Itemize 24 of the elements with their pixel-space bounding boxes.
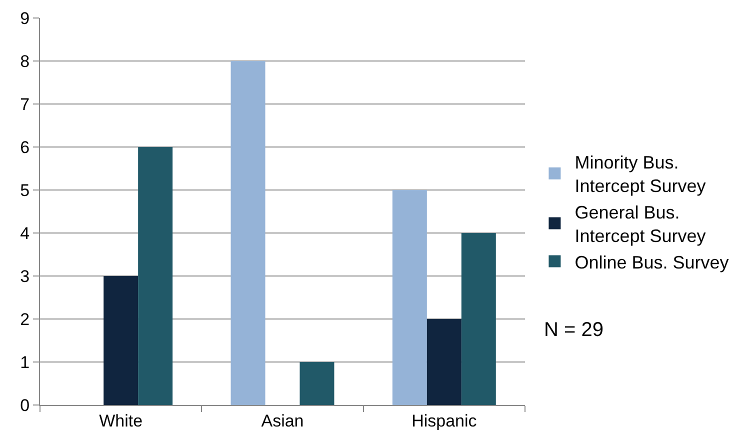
- y-tick-label: 1: [20, 352, 30, 372]
- x-tick-label: Asian: [261, 411, 304, 430]
- legend-label: Online Bus. Survey: [574, 252, 729, 272]
- bar: [426, 319, 462, 405]
- y-tick-label: 2: [20, 310, 30, 329]
- x-tick-label: Hispanic: [412, 411, 478, 430]
- y-tick-label: 3: [20, 266, 30, 286]
- y-tick-label: 9: [20, 8, 30, 28]
- bar: [230, 61, 266, 405]
- bar: [392, 190, 427, 405]
- x-tick-label: White: [99, 411, 143, 430]
- legend-label: Minority Bus. Intercept Survey: [574, 152, 706, 196]
- text: N = 29: [544, 319, 604, 341]
- y-tick-label: 5: [20, 180, 30, 200]
- bar: [461, 233, 496, 405]
- legend-label: General Bus. Intercept Survey: [574, 202, 706, 246]
- bar: [138, 147, 173, 405]
- y-tick-label: 8: [20, 52, 30, 71]
- bar: [300, 362, 334, 405]
- y-tick-label: 7: [20, 94, 30, 114]
- y-tick-label: 6: [20, 138, 30, 157]
- y-tick-label: 0: [20, 396, 30, 415]
- bar: [104, 276, 138, 405]
- y-tick-label: 4: [20, 224, 30, 243]
